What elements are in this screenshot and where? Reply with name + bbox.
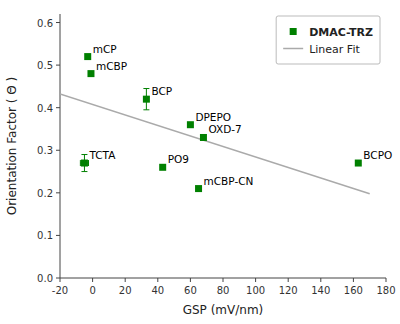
y-tick bbox=[56, 65, 60, 66]
point-label: PO9 bbox=[168, 153, 189, 165]
x-tick-label: 80 bbox=[217, 285, 230, 296]
plot-area bbox=[60, 53, 370, 194]
x-tick-label: 0 bbox=[89, 285, 95, 296]
x-tick-label: -20 bbox=[52, 285, 68, 296]
y-tick-label: 0.6 bbox=[37, 18, 53, 29]
x-tick-label: 100 bbox=[246, 285, 265, 296]
x-tick bbox=[255, 278, 256, 282]
point bbox=[187, 121, 194, 128]
legend-swatch bbox=[290, 28, 297, 35]
x-tick bbox=[386, 278, 387, 282]
x-axis-label: GSP (mV/nm) bbox=[183, 303, 264, 317]
y-error-bar bbox=[143, 89, 149, 110]
x-tick bbox=[125, 278, 126, 282]
y-tick bbox=[56, 150, 60, 151]
point-label: TCTA bbox=[88, 149, 116, 161]
y-axis-line bbox=[60, 14, 61, 278]
x-tick-label: 120 bbox=[279, 285, 298, 296]
y-tick bbox=[56, 107, 60, 108]
x-tick-label: 180 bbox=[376, 285, 395, 296]
legend: DMAC-TRZ Linear Fit bbox=[276, 16, 380, 64]
y-error-bar bbox=[81, 155, 87, 172]
y-tick-label: 0.0 bbox=[37, 273, 53, 284]
y-error-cap bbox=[81, 171, 87, 172]
x-tick-label: 140 bbox=[311, 285, 330, 296]
y-tick-label: 0.4 bbox=[37, 103, 53, 114]
point-label: mCBP bbox=[96, 60, 127, 72]
point bbox=[195, 185, 202, 192]
legend-entry: DMAC-TRZ bbox=[309, 26, 373, 39]
point bbox=[81, 160, 88, 167]
x-tick bbox=[92, 278, 93, 282]
point bbox=[159, 164, 166, 171]
point-label: OXD-7 bbox=[208, 123, 241, 135]
y-error-cap bbox=[143, 109, 149, 110]
y-axis-label: Orientation Factor ( Θ ) bbox=[5, 77, 19, 216]
x-tick bbox=[157, 278, 158, 282]
y-tick bbox=[56, 278, 60, 279]
point bbox=[143, 96, 150, 103]
x-error-cap bbox=[80, 160, 81, 166]
x-tick bbox=[60, 278, 61, 282]
y-tick-label: 0.1 bbox=[37, 230, 53, 241]
y-error-cap bbox=[81, 154, 87, 155]
point-label: mCP bbox=[93, 43, 117, 55]
x-tick-label: 40 bbox=[151, 285, 164, 296]
legend-swatch bbox=[283, 48, 303, 50]
background bbox=[0, 0, 400, 324]
x-tick-label: 20 bbox=[119, 285, 132, 296]
point-label: BCPO bbox=[363, 149, 392, 161]
legend-box bbox=[276, 16, 380, 64]
y-tick bbox=[56, 192, 60, 193]
y-tick-label: 0.5 bbox=[37, 60, 53, 71]
x-error-bar bbox=[80, 160, 88, 166]
y-tick-label: 0.2 bbox=[37, 188, 53, 199]
y-tick bbox=[56, 22, 60, 23]
x-tick bbox=[288, 278, 289, 282]
point-label: DPEPO bbox=[195, 111, 231, 123]
y-tick-label: 0.3 bbox=[37, 145, 53, 156]
chart: -20 0 20 40 60 80 100 120 140 160 180 0.0 0.1 0.2 0.3 0… bbox=[0, 0, 400, 324]
x-tick bbox=[353, 278, 354, 282]
point bbox=[355, 160, 362, 167]
fit-line bbox=[60, 94, 370, 194]
point bbox=[87, 70, 94, 77]
x-tick-label: 160 bbox=[344, 285, 363, 296]
x-tick bbox=[223, 278, 224, 282]
y-tick bbox=[56, 235, 60, 236]
legend-entry: Linear Fit bbox=[309, 43, 360, 56]
point bbox=[200, 134, 207, 141]
point bbox=[84, 53, 91, 60]
x-tick bbox=[320, 278, 321, 282]
point-label: BCP bbox=[151, 85, 172, 97]
y-error-cap bbox=[143, 88, 149, 89]
x-tick-label: 60 bbox=[184, 285, 197, 296]
point-label: mCBP-CN bbox=[204, 175, 254, 187]
x-tick bbox=[190, 278, 191, 282]
